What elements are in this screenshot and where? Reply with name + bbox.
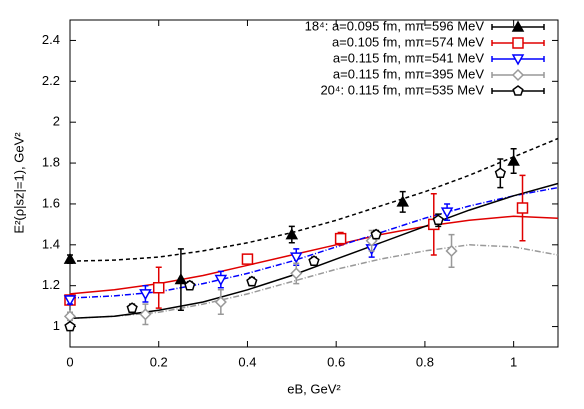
data-point [63,310,77,323]
fit-curve [69,137,559,262]
fit-curve [69,182,559,320]
data-point [246,275,258,287]
data-point [139,308,152,321]
y-tick-label: 1.8 [42,155,60,170]
legend-marker [512,85,524,96]
legend-label: a=0.115 fm, mπ=541 MeV [333,50,484,65]
data-point [494,167,506,179]
data-point [241,253,254,265]
data-point [507,154,520,166]
y-tick-label: 2 [53,114,60,129]
legend-marker [511,68,525,82]
y-tick-label: 2.2 [42,73,60,88]
data-point [516,202,529,214]
legend-label: 18⁴: a=0.095 fm, mπ=596 MeV [305,18,485,33]
fit-curve [69,186,559,299]
data-point [289,252,303,264]
data-point [334,232,347,245]
data-point [214,274,228,287]
data-point [370,228,382,240]
legend-label: a=0.115 fm, mπ=395 MeV [333,66,484,81]
data-point [285,228,299,240]
x-tick-label: 0.2 [150,354,168,369]
y-axis-label: E²(ρ|sz|=1), GeV² [11,132,26,234]
data-point [440,207,454,219]
data-point [64,320,76,332]
legend-marker [511,54,525,66]
data-point [63,252,77,264]
y-tick-label: 1.2 [42,277,60,292]
fit-curve [69,215,559,295]
y-tick-label: 2.4 [42,32,60,47]
data-point [290,267,303,280]
x-tick-label: 0 [66,354,73,369]
data-point [432,214,444,226]
data-point [139,289,152,301]
y-tick-label: 1 [53,318,60,333]
x-tick-label: 1 [510,354,517,369]
data-point [445,244,458,258]
x-tick-label: 0.6 [327,354,345,369]
plot-frame [69,19,559,348]
legend-label: a=0.105 fm, mπ=574 MeV [332,34,484,49]
legend-marker [512,37,524,49]
data-point [152,281,165,294]
data-point [184,279,196,291]
data-point [308,255,320,266]
data-point [396,195,410,207]
fit-curve [69,244,559,320]
y-tick-label: 1.4 [42,236,60,251]
y-tick-label: 1.6 [42,195,60,210]
legend-marker [511,20,525,32]
data-point [126,302,138,313]
data-point [174,273,188,285]
x-tick-label: 0.8 [416,354,434,369]
x-axis-label: eB, GeV² [287,381,341,396]
legend-label: 20⁴: 0.115 fm, mπ=535 MeV [320,82,484,97]
x-tick-label: 0.4 [238,354,256,369]
data-point [214,295,227,309]
data-point [63,295,77,307]
